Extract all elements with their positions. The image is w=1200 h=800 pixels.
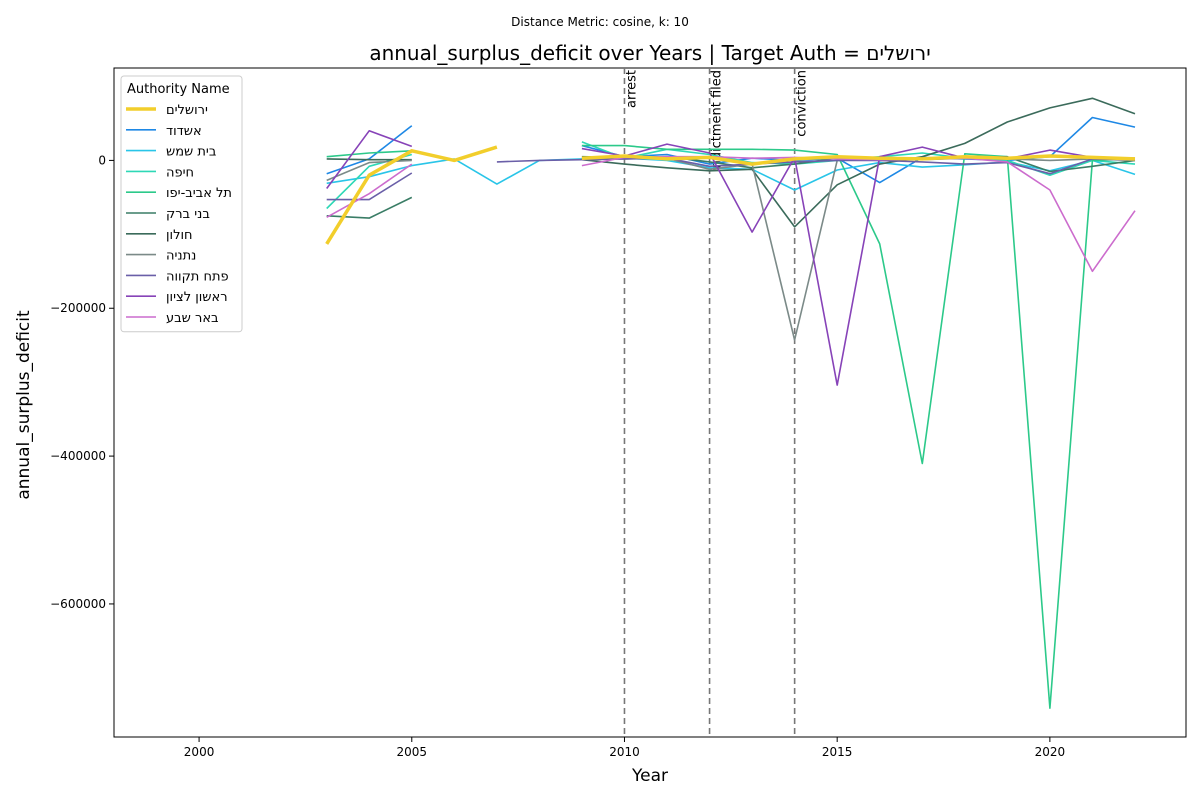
series-line [326, 159, 412, 182]
y-tick-label: −600000 [50, 597, 106, 611]
series-line [496, 157, 1136, 175]
legend-entry: בני ברק [166, 207, 210, 222]
legend-entry: חיפה [166, 165, 194, 180]
series-line [581, 157, 1136, 341]
series-line [581, 154, 1136, 166]
legend-entry: ירושלים [166, 103, 208, 118]
legend-title: Authority Name [127, 82, 230, 97]
series-line [326, 196, 413, 219]
x-tick-label: 2005 [397, 745, 428, 759]
legend-entry: בית שמש [166, 145, 216, 160]
plot-area: 2000 2005 2010 2015 2020 0 −200000 −400000 −6000… [50, 67, 1187, 759]
chart-title: annual_surplus_deficit over Years | Targ… [369, 41, 930, 65]
plot-frame [113, 67, 1187, 738]
x-tick-label: 2010 [609, 745, 640, 759]
y-tick-label: 0 [98, 153, 106, 167]
legend-entry: אשדוד [166, 124, 202, 139]
y-tick-label: −400000 [50, 449, 106, 463]
legend-entry: פתח תקווה [166, 269, 229, 284]
series-line [326, 150, 412, 158]
series-line [326, 130, 413, 189]
event-label: conviction [795, 70, 810, 137]
series-line [326, 163, 413, 218]
series-line [581, 144, 1136, 709]
series-line [326, 172, 413, 201]
series-line [581, 155, 1136, 273]
x-axis-label: Year [631, 766, 668, 786]
legend: Authority Name ירושלים אשדוד בית שמש חיפה תל… [120, 75, 243, 333]
legend-entry: באר שבע [166, 311, 219, 326]
series-line [325, 145, 498, 245]
series-line [581, 97, 1136, 228]
x-tick-label: 2020 [1035, 745, 1066, 759]
chart-suptitle: Distance Metric: cosine, k: 10 [511, 15, 689, 29]
series-line [581, 143, 1136, 386]
legend-entry: תל אביב-יפו [166, 186, 232, 201]
legend-box [120, 75, 243, 333]
y-axis-label: annual_surplus_deficit [14, 310, 34, 500]
legend-entry: ראשון לציון [166, 290, 228, 305]
x-tick-label: 2015 [822, 745, 853, 759]
x-tick-label: 2000 [184, 745, 215, 759]
legend-entry: נתניה [166, 249, 196, 264]
y-tick-label: −200000 [50, 301, 106, 315]
legend-entry: חולון [166, 228, 193, 243]
event-label: arrest [624, 70, 639, 108]
event-label: indictment filed [710, 70, 725, 172]
